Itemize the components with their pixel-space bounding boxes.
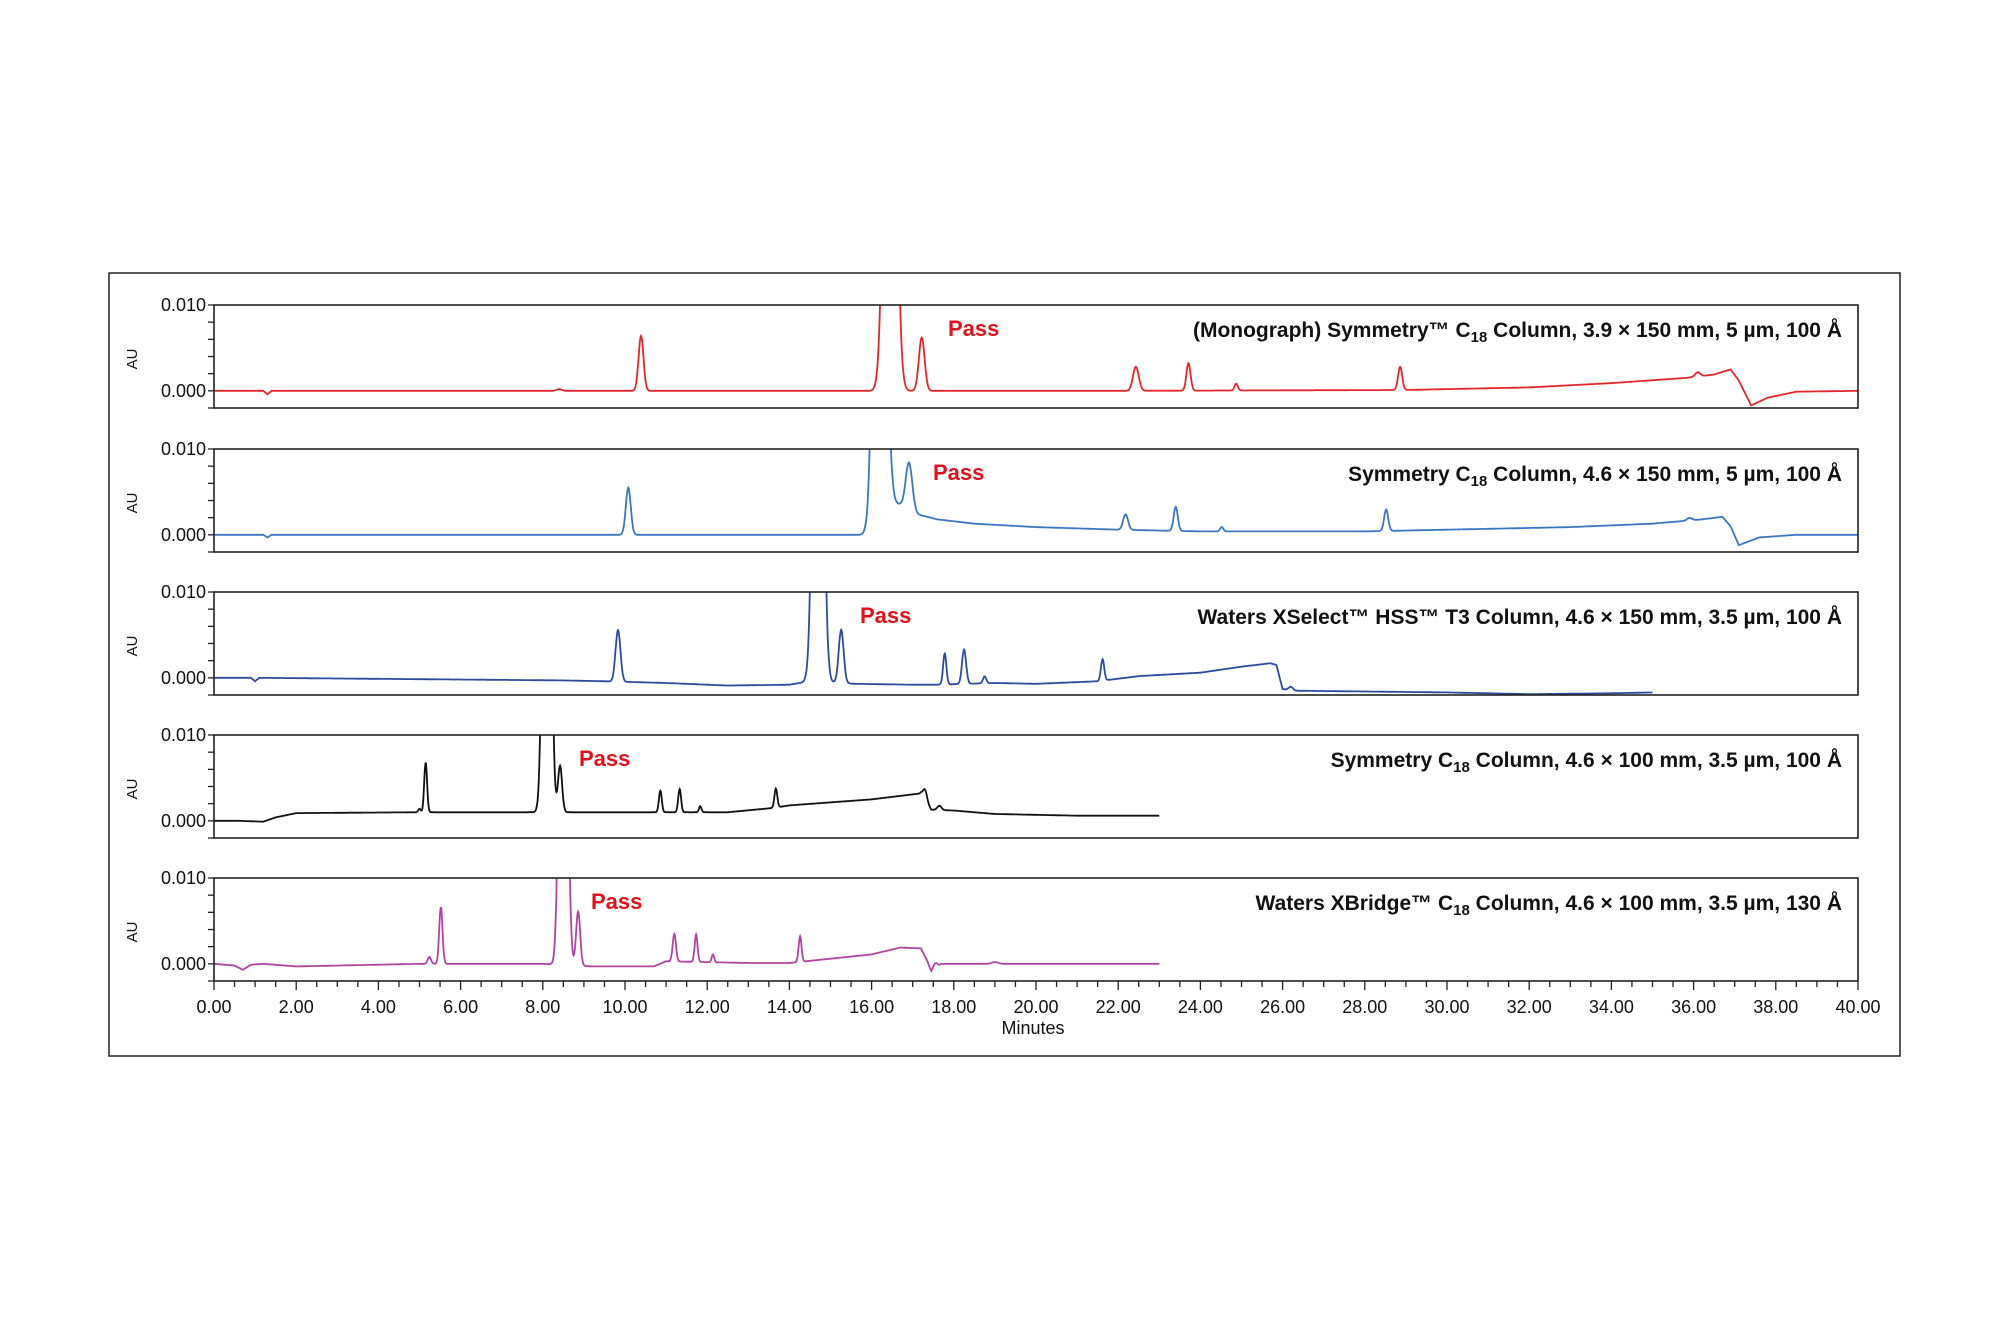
x-tick-label: 16.00 bbox=[849, 997, 894, 1017]
pass-annotation: Pass bbox=[591, 889, 642, 914]
x-tick-label: 36.00 bbox=[1671, 997, 1716, 1017]
x-tick-label: 30.00 bbox=[1424, 997, 1469, 1017]
label-subscript: 18 bbox=[1471, 473, 1488, 490]
x-axis: 0.00 2.00 4.00 6.00 8.00 10.00 12.00 14.00 16.00… bbox=[196, 981, 1881, 1017]
trace-line bbox=[214, 592, 1653, 695]
y-tick-label: 0.010 bbox=[161, 868, 206, 888]
pass-annotation: Pass bbox=[948, 316, 999, 341]
panel-5: 0.010 0.000 AU Waters XBridge™ C18 Column, … bbox=[124, 868, 1859, 982]
panel-1: 0.010 0.000 AU (Monograph) Symmetry™ C18 Co… bbox=[124, 295, 1859, 409]
x-tick-label: 22.00 bbox=[1096, 997, 1141, 1017]
trace-line bbox=[214, 878, 1160, 973]
label-text: Column, 3.9 × 150 mm, 5 µm, 100 Å bbox=[1487, 318, 1842, 342]
label-text: Waters XSelect™ HSS™ T3 Column, 4.6 × 15… bbox=[1198, 605, 1843, 629]
panel-3: 0.010 0.000 AU Waters XSelect™ HSS™ T3 Colu… bbox=[124, 582, 1859, 696]
label-text: Waters XBridge™ C bbox=[1256, 892, 1454, 915]
figure-frame bbox=[108, 272, 1901, 1057]
y-tick-label: 0.000 bbox=[161, 811, 206, 831]
x-tick-label: 32.00 bbox=[1507, 997, 1552, 1017]
x-tick-label: 4.00 bbox=[361, 997, 396, 1017]
y-tick-label: 0.010 bbox=[161, 725, 206, 745]
label-text: Symmetry C bbox=[1331, 749, 1454, 772]
y-tick-label: 0.000 bbox=[161, 954, 206, 974]
y-tick-label: 0.010 bbox=[161, 582, 206, 602]
x-tick-label: 2.00 bbox=[279, 997, 314, 1017]
y-tick-label: 0.010 bbox=[161, 439, 206, 459]
x-tick-label: 24.00 bbox=[1178, 997, 1223, 1017]
panel-2: 0.010 0.000 AU Symmetry C18 Column, 4.6 × 1… bbox=[124, 439, 1859, 553]
x-tick-label: 26.00 bbox=[1260, 997, 1305, 1017]
x-tick-label: 10.00 bbox=[602, 997, 647, 1017]
y-axis-title: AU bbox=[124, 636, 141, 657]
y-axis-title: AU bbox=[124, 493, 141, 514]
y-tick-label: 0.010 bbox=[161, 295, 206, 315]
x-tick-label: 38.00 bbox=[1753, 997, 1798, 1017]
panel-label: (Monograph) Symmetry™ C18 Column, 3.9 × … bbox=[1193, 318, 1842, 346]
label-text: Column, 4.6 × 100 mm, 3.5 µm, 130 Å bbox=[1470, 891, 1842, 915]
label-text: Column, 4.6 × 150 mm, 5 µm, 100 Å bbox=[1487, 462, 1842, 486]
panel-label: Symmetry C18 Column, 4.6 × 100 mm, 3.5 µ… bbox=[1331, 748, 1842, 776]
label-text: Column, 4.6 × 100 mm, 3.5 µm, 100 Å bbox=[1470, 748, 1842, 772]
x-axis-title: Minutes bbox=[1001, 1018, 1064, 1038]
trace-line bbox=[214, 735, 1160, 823]
x-tick-label: 0.00 bbox=[196, 997, 231, 1017]
label-subscript: 18 bbox=[1471, 329, 1488, 346]
y-tick-label: 0.000 bbox=[161, 381, 206, 401]
y-axis-title: AU bbox=[124, 349, 141, 370]
x-tick-label: 6.00 bbox=[443, 997, 478, 1017]
label-subscript: 18 bbox=[1453, 759, 1470, 776]
y-axis-title: AU bbox=[124, 779, 141, 800]
x-tick-label: 20.00 bbox=[1013, 997, 1058, 1017]
label-text: Symmetry C bbox=[1348, 463, 1471, 486]
panel-label: Waters XSelect™ HSS™ T3 Column, 4.6 × 15… bbox=[1198, 605, 1843, 629]
x-tick-label: 14.00 bbox=[767, 997, 812, 1017]
y-tick-label: 0.000 bbox=[161, 668, 206, 688]
pass-annotation: Pass bbox=[579, 746, 630, 771]
x-tick-label: 18.00 bbox=[931, 997, 976, 1017]
y-axis-title: AU bbox=[124, 922, 141, 943]
label-subscript: 18 bbox=[1453, 902, 1470, 919]
trace-line bbox=[214, 305, 1858, 407]
label-text: (Monograph) Symmetry™ C bbox=[1193, 319, 1471, 342]
x-tick-label: 28.00 bbox=[1342, 997, 1387, 1017]
x-tick-label: 8.00 bbox=[525, 997, 560, 1017]
panel-label: Waters XBridge™ C18 Column, 4.6 × 100 mm… bbox=[1256, 891, 1842, 919]
panel-label: Symmetry C18 Column, 4.6 × 150 mm, 5 µm,… bbox=[1348, 462, 1842, 490]
x-tick-label: 34.00 bbox=[1589, 997, 1634, 1017]
x-tick-label: 12.00 bbox=[685, 997, 730, 1017]
pass-annotation: Pass bbox=[860, 603, 911, 628]
y-tick-label: 0.000 bbox=[161, 525, 206, 545]
trace-line bbox=[214, 449, 1858, 547]
panel-4: 0.010 0.000 AU Symmetry C18 Column, 4.6 × 1… bbox=[124, 725, 1859, 839]
pass-annotation: Pass bbox=[933, 460, 984, 485]
x-tick-label: 40.00 bbox=[1835, 997, 1880, 1017]
